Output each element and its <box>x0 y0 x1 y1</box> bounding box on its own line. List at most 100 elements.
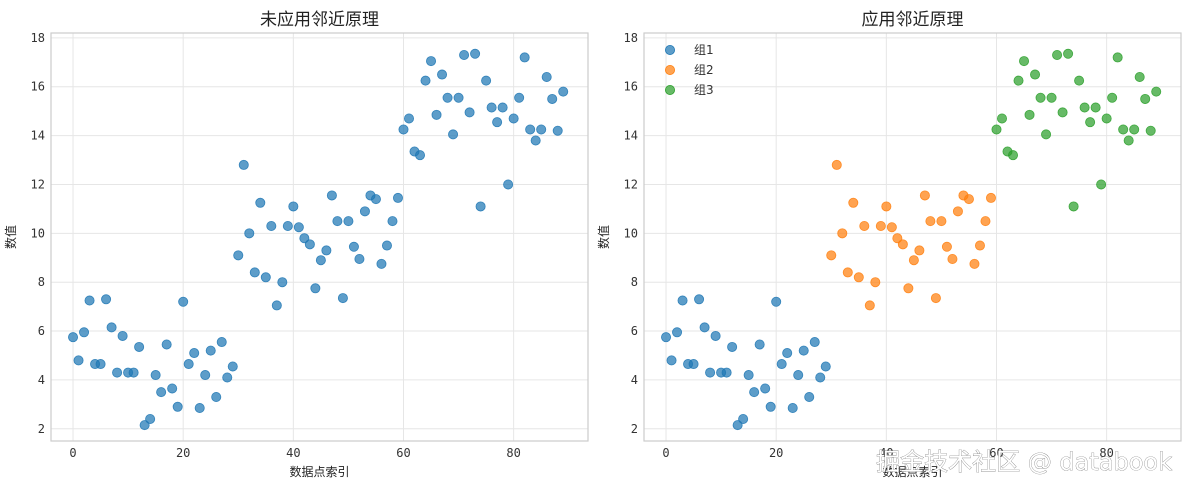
scatter-point <box>1041 129 1052 140</box>
y-tick-label: 2 <box>38 422 45 436</box>
scatter-point <box>293 222 304 233</box>
chart-with-proximity: 0 20 40 60 80 2 4 6 8 10 12 14 16 18 应用邻近原理 数据点索引 数值… <box>596 10 1182 479</box>
scatter-point <box>727 341 738 352</box>
scatter-points <box>68 48 569 431</box>
scatter-point <box>787 403 798 414</box>
legend-label: 组1 <box>694 43 714 57</box>
scatter-point <box>134 341 145 352</box>
scatter-point <box>815 372 826 383</box>
scatter-point <box>661 332 672 343</box>
scatter-point <box>508 113 519 124</box>
scatter-point <box>315 255 326 266</box>
scatter-point <box>470 48 481 59</box>
scatter-point <box>991 124 1002 135</box>
scatter-point <box>106 322 117 333</box>
scatter-point <box>260 272 271 283</box>
scatter-point <box>101 294 112 305</box>
plot-frame <box>50 32 589 442</box>
legend-label: 组3 <box>694 83 714 97</box>
scatter-point <box>426 56 437 67</box>
scatter-point <box>672 327 683 338</box>
y-tick-label: 10 <box>31 226 45 240</box>
plot-frame <box>643 32 1182 442</box>
y-tick-label: 2 <box>631 422 638 436</box>
scatter-point <box>677 295 688 306</box>
scatter-point <box>288 201 299 212</box>
scatter-point <box>398 124 409 135</box>
scatter-point <box>519 52 530 63</box>
scatter-point <box>1013 75 1024 86</box>
scatter-point <box>947 253 958 264</box>
scatter-point <box>1140 93 1151 104</box>
y-tick-label: 12 <box>31 177 45 191</box>
scatter-point <box>831 159 842 170</box>
scatter-point <box>765 401 776 412</box>
scatter-point <box>536 124 547 135</box>
x-tick-label: 60 <box>989 446 1003 460</box>
scatter-point <box>859 221 870 232</box>
scatter-point <box>1074 75 1085 86</box>
y-axis-label: 数值 <box>596 225 611 249</box>
legend-marker <box>665 85 676 96</box>
scatter-point <box>271 300 282 311</box>
scatter-point <box>79 327 90 338</box>
scatter-point <box>459 49 470 60</box>
scatter-point <box>809 337 820 348</box>
scatter-point <box>738 414 749 425</box>
scatter-point <box>68 332 79 343</box>
scatter-point <box>974 240 985 251</box>
scatter-point <box>1112 52 1123 63</box>
scatter-point <box>282 221 293 232</box>
x-tick-label: 0 <box>69 446 76 460</box>
scatter-point <box>870 277 881 288</box>
scatter-point <box>205 345 216 356</box>
scatter-point <box>200 370 211 381</box>
scatter-point <box>985 192 996 203</box>
x-tick-label: 0 <box>662 446 669 460</box>
scatter-point <box>211 392 222 403</box>
scatter-point <box>886 222 897 233</box>
scatter-point <box>793 370 804 381</box>
scatter-point <box>145 414 156 425</box>
y-axis-label: 数值 <box>3 225 18 249</box>
scatter-point <box>1101 113 1112 124</box>
scatter-point <box>1046 92 1057 103</box>
y-tick-label: 8 <box>38 275 45 289</box>
scatter-point <box>1107 92 1118 103</box>
scatter-point <box>376 258 387 269</box>
x-tick-labels: 0 20 40 60 80 <box>662 446 1113 460</box>
y-tick-labels: 2 4 6 8 10 12 14 16 18 <box>624 31 638 436</box>
scatter-point <box>310 283 321 294</box>
scatter-point <box>1123 135 1134 146</box>
y-tick-label: 6 <box>631 324 638 338</box>
y-tick-label: 14 <box>31 129 45 143</box>
scatter-point <box>84 295 95 306</box>
scatter-point <box>321 245 332 256</box>
scatter-point <box>216 337 227 348</box>
scatter-point <box>492 117 503 128</box>
scatter-point <box>431 109 442 120</box>
scatter-point <box>392 192 403 203</box>
scatter-point <box>167 383 178 394</box>
scatter-point <box>798 345 809 356</box>
scatter-point <box>908 255 919 266</box>
scatter-point <box>552 125 563 136</box>
scatter-point <box>875 221 886 232</box>
scatter-point <box>1085 117 1096 128</box>
scatter-point <box>1134 71 1145 82</box>
scatter-point <box>848 197 859 208</box>
x-tick-label: 80 <box>1099 446 1113 460</box>
y-tick-label: 12 <box>624 177 638 191</box>
grid <box>644 33 1181 441</box>
scatter-point <box>348 241 359 252</box>
scatter-point <box>420 75 431 86</box>
scatter-point <box>277 277 288 288</box>
scatter-point <box>475 201 486 212</box>
scatter-point <box>705 367 716 378</box>
scatter-point <box>189 348 200 359</box>
scatter-point <box>771 296 782 307</box>
scatter-point <box>694 294 705 305</box>
scatter-point <box>233 250 244 261</box>
scatter-point <box>853 272 864 283</box>
